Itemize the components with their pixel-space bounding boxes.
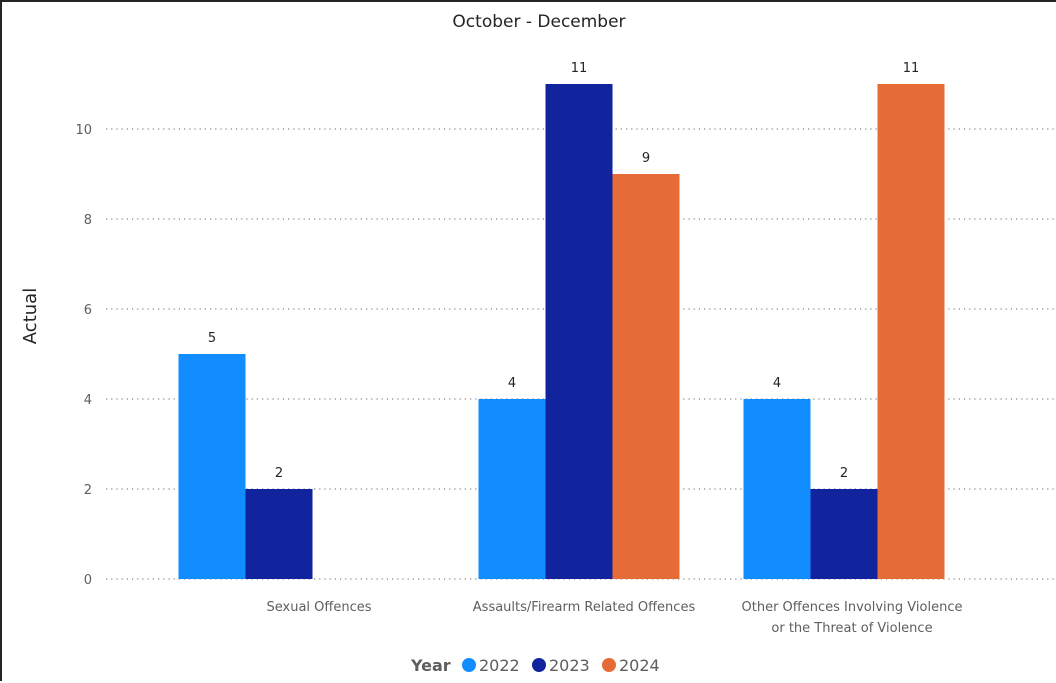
bar-2023[interactable] <box>545 84 613 579</box>
legend-swatch-2024[interactable] <box>602 658 616 672</box>
bar-2022[interactable] <box>178 354 246 579</box>
data-label: 11 <box>903 61 920 76</box>
y-tick-label: 6 <box>84 303 92 318</box>
chart-title: October - December <box>452 12 625 32</box>
legend-label-2024[interactable]: 2024 <box>619 656 660 675</box>
gridlines: 0 2 4 6 8 10 <box>75 123 1056 588</box>
legend-label-2022[interactable]: 2022 <box>479 656 520 675</box>
legend[interactable]: Year 2022 2023 2024 <box>410 656 660 675</box>
legend-label-2023[interactable]: 2023 <box>549 656 590 675</box>
data-label: 4 <box>508 376 516 391</box>
x-tick-label: or the Threat of Violence <box>771 621 932 636</box>
bar-2024[interactable] <box>612 174 680 579</box>
y-tick-label: 8 <box>84 213 92 228</box>
y-tick-label: 4 <box>84 393 92 408</box>
bar-2023[interactable] <box>810 489 878 579</box>
x-tick-label: Assaults/Firearm Related Offences <box>473 600 696 615</box>
y-tick-label: 10 <box>75 123 92 138</box>
data-label: 2 <box>275 466 283 481</box>
data-labels: 5 2 4 11 9 4 2 11 <box>208 61 919 481</box>
bars <box>178 84 945 579</box>
y-tick-label: 2 <box>84 483 92 498</box>
bar-2023[interactable] <box>245 489 313 579</box>
data-label: 2 <box>840 466 848 481</box>
bar-2022[interactable] <box>743 399 811 579</box>
x-axis-labels: Sexual Offences Assaults/Firearm Related … <box>266 600 962 636</box>
data-label: 11 <box>571 61 588 76</box>
bar-2022[interactable] <box>478 399 546 579</box>
legend-title: Year <box>410 656 451 675</box>
bar-2024[interactable] <box>877 84 945 579</box>
legend-swatch-2023[interactable] <box>532 658 546 672</box>
y-tick-label: 0 <box>84 573 92 588</box>
data-label: 5 <box>208 331 216 346</box>
x-tick-label: Sexual Offences <box>266 600 371 615</box>
x-tick-label: Other Offences Involving Violence <box>742 600 963 615</box>
y-axis-label: Actual <box>20 288 41 344</box>
data-label: 9 <box>642 151 650 166</box>
legend-swatch-2022[interactable] <box>462 658 476 672</box>
data-label: 4 <box>773 376 781 391</box>
